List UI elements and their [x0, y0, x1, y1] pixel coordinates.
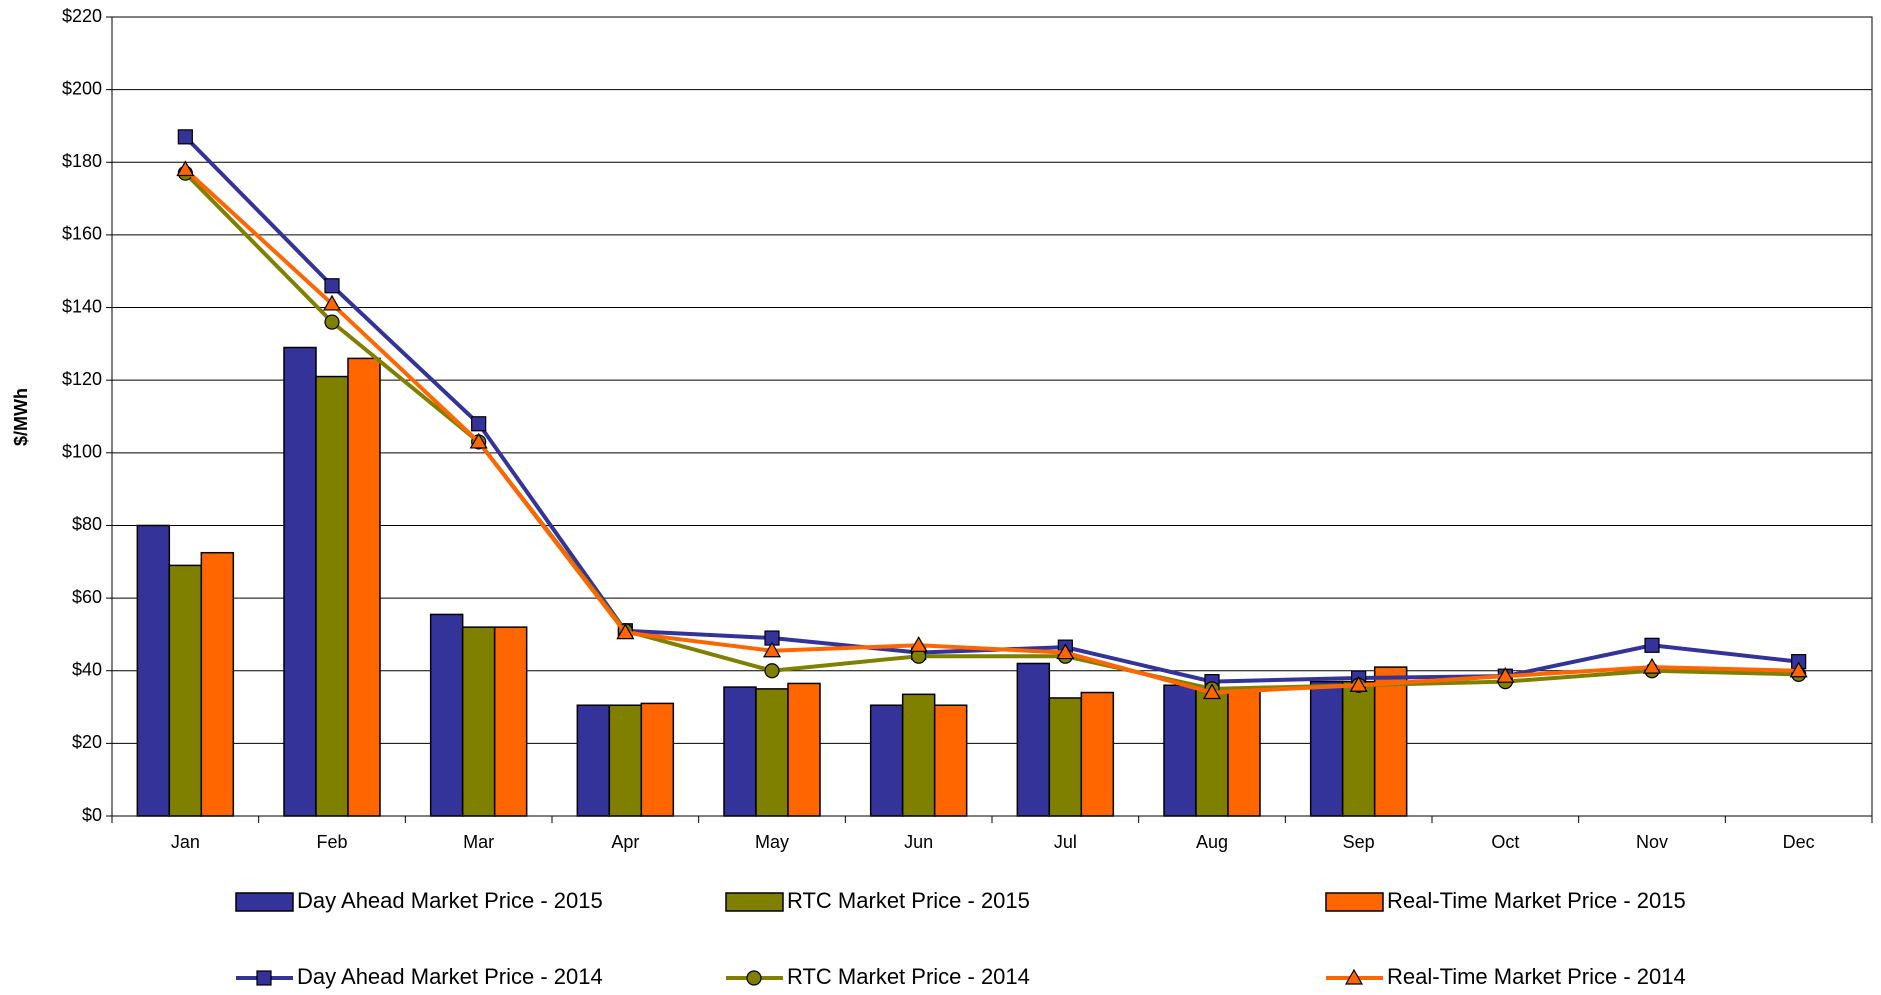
legend-label: Day Ahead Market Price - 2014 [297, 964, 603, 989]
y-axis-label: $/MWh [11, 388, 31, 446]
marker [1202, 683, 1222, 700]
bar [640, 702, 675, 817]
marker [256, 970, 272, 986]
y-tick-label: $80 [72, 514, 102, 534]
x-tick-label: Sep [1343, 832, 1375, 852]
y-tick-label: $120 [62, 369, 102, 389]
bar [901, 693, 936, 817]
x-tick-label: Jun [904, 832, 933, 852]
y-tick-label: $220 [62, 6, 102, 26]
bar [315, 375, 349, 817]
marker [1644, 637, 1660, 653]
x-tick-label: Feb [316, 832, 347, 852]
marker [324, 314, 340, 330]
legend-swatch [725, 892, 784, 912]
bar [1163, 684, 1197, 817]
line [183, 135, 1799, 684]
marker [176, 160, 195, 177]
legend-swatch [235, 892, 294, 912]
marker [762, 641, 782, 658]
y-tick-label: $180 [62, 151, 102, 171]
bar [1373, 666, 1408, 817]
marker [1056, 643, 1075, 660]
y-tick-label: $100 [62, 442, 102, 462]
bar [869, 704, 904, 817]
bar [1227, 688, 1261, 817]
marker [1344, 968, 1364, 985]
legend-label: RTC Market Price - 2015 [787, 888, 1030, 913]
bar [1016, 662, 1051, 817]
bar [755, 688, 789, 817]
legend-label: Real-Time Market Price - 2014 [1387, 964, 1686, 989]
bar [723, 686, 757, 817]
x-tick-label: Mar [463, 832, 494, 852]
line [183, 171, 1799, 691]
legend-label: Real-Time Market Price - 2015 [1387, 888, 1686, 913]
marker [1789, 661, 1808, 678]
bar [576, 704, 611, 817]
bar [283, 346, 317, 817]
y-tick-label: $200 [62, 78, 102, 98]
legend-label: Day Ahead Market Price - 2015 [297, 888, 603, 913]
bar [1309, 680, 1344, 817]
marker [471, 416, 487, 432]
marker [1496, 666, 1515, 683]
bar [168, 564, 203, 817]
y-tick-label: $160 [62, 224, 102, 244]
y-tick-label: $140 [62, 296, 102, 316]
bar [933, 704, 968, 817]
bar [1080, 691, 1115, 817]
x-tick-label: Aug [1196, 832, 1228, 852]
bar [347, 357, 381, 817]
bar [1048, 697, 1083, 817]
legend-label: RTC Market Price - 2014 [787, 964, 1030, 989]
marker [1349, 676, 1368, 692]
marker [177, 129, 193, 145]
legend-swatch [1325, 892, 1384, 912]
y-tick-label: $20 [72, 732, 102, 752]
bar [429, 613, 464, 817]
bar [200, 551, 235, 817]
x-tick-label: Jan [171, 832, 200, 852]
bar [493, 626, 528, 817]
marker [1642, 657, 1662, 674]
bar [787, 682, 821, 817]
bar [136, 524, 171, 817]
y-tick-label: $40 [72, 659, 102, 679]
bar [1195, 688, 1229, 817]
y-tick-label: $0 [82, 805, 102, 825]
x-tick-label: May [755, 832, 789, 852]
bar [1341, 680, 1376, 817]
bar [608, 704, 643, 817]
marker [322, 294, 342, 311]
bar [461, 626, 496, 817]
marker [746, 970, 762, 986]
line [183, 168, 1799, 695]
marker [324, 278, 340, 294]
marker [469, 432, 488, 449]
marker [764, 663, 780, 679]
x-tick-label: Jul [1054, 832, 1077, 852]
x-tick-label: Dec [1783, 832, 1815, 852]
marker [616, 623, 635, 640]
marker [909, 636, 928, 652]
x-tick-label: Nov [1636, 832, 1668, 852]
x-tick-label: Oct [1491, 832, 1519, 852]
y-tick-label: $60 [72, 587, 102, 607]
x-tick-label: Apr [611, 832, 639, 852]
